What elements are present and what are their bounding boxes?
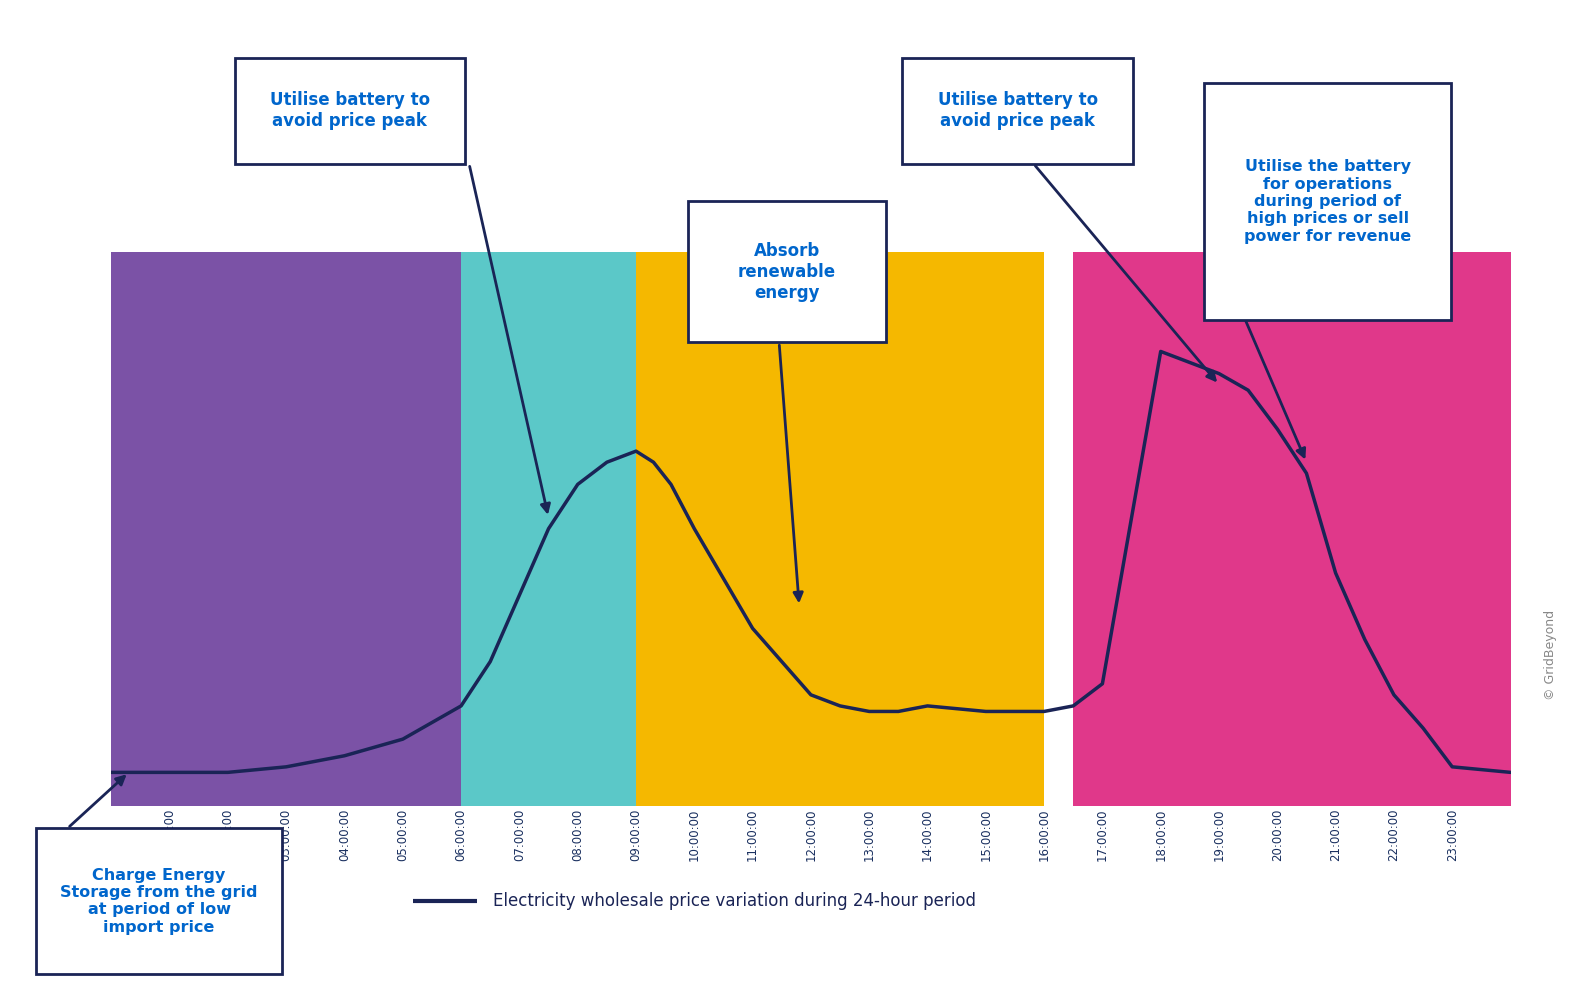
Bar (461, 252, 636, 806)
Bar (1073, 252, 1510, 806)
Text: Absorb
renewable
energy: Absorb renewable energy (738, 242, 836, 302)
Text: Electricity wholesale price variation during 24-hour period: Electricity wholesale price variation du… (493, 892, 976, 910)
Text: Utilise the battery
for operations
during period of
high prices or sell
power fo: Utilise the battery for operations durin… (1243, 159, 1412, 244)
Bar (1045, 252, 1073, 806)
Text: Utilise battery to
avoid price peak: Utilise battery to avoid price peak (938, 92, 1097, 130)
Bar (636, 252, 1045, 806)
Text: Charge Energy
Storage from the grid
at period of low
import price: Charge Energy Storage from the grid at p… (60, 868, 258, 934)
Text: Utilise battery to
avoid price peak: Utilise battery to avoid price peak (270, 92, 429, 130)
Bar (111, 252, 461, 806)
Text: © GridBeyond: © GridBeyond (1544, 609, 1557, 700)
